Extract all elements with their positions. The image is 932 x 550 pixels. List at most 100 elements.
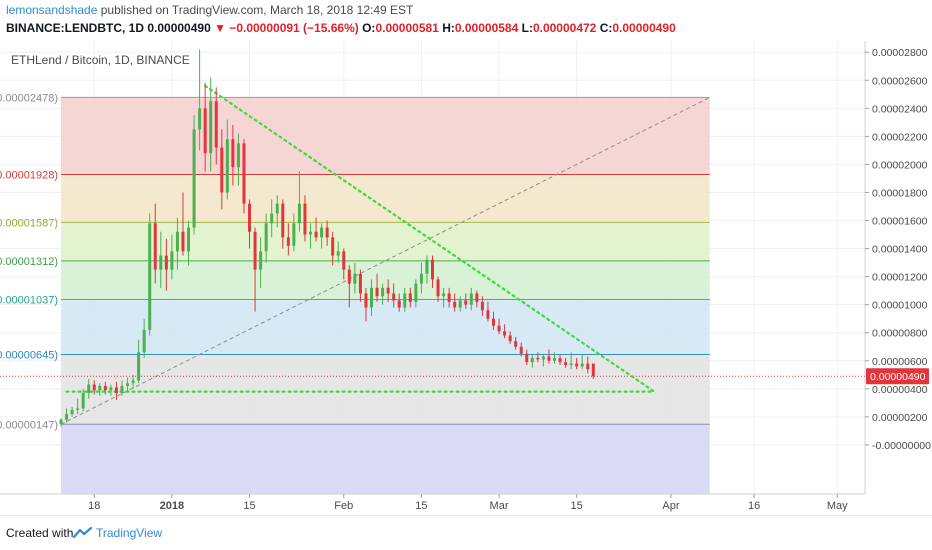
price-tick-label: 0.00001400 — [872, 244, 928, 256]
candle-body — [153, 223, 157, 270]
candle-body — [580, 363, 584, 367]
fib-level-label: 0.5(0.00001312) — [0, 256, 58, 268]
fib-level-label: 0.618(0.00001037) — [0, 294, 58, 306]
candle-body — [497, 325, 501, 332]
candle-body — [514, 341, 518, 347]
low-value: 0.00000472 — [532, 21, 597, 35]
high-value: 0.00000584 — [454, 21, 519, 35]
price-tick-label: 0.00002600 — [872, 75, 928, 87]
candle-body — [358, 273, 362, 294]
candle-body — [320, 227, 324, 238]
candle-body — [103, 386, 107, 391]
candle-body — [92, 384, 96, 391]
candle-body — [114, 387, 118, 394]
drawing-lines[interactable] — [0, 84, 865, 425]
candle-body — [353, 273, 357, 284]
fib-zone-0.236 — [60, 174, 710, 223]
candle-body — [259, 251, 263, 270]
candle-body — [159, 255, 163, 270]
low-label: L: — [521, 21, 533, 35]
time-tick-label: 16 — [748, 500, 760, 512]
candle-body — [519, 346, 523, 354]
candle-body — [164, 255, 168, 270]
candle-body — [109, 387, 113, 391]
candle-body — [131, 380, 135, 384]
tradingview-link[interactable]: TradingView — [96, 526, 163, 540]
candle-body — [336, 251, 340, 256]
triangle-pattern-line — [204, 84, 656, 393]
candle-body — [214, 101, 218, 148]
candle-body — [503, 331, 507, 336]
candle-body — [381, 287, 385, 297]
candle-body — [552, 357, 556, 361]
candle-body — [364, 293, 368, 308]
price-tick-label: 0.00002200 — [872, 131, 928, 143]
candle-body — [59, 419, 63, 424]
author-link[interactable]: lemonsandshade — [6, 3, 98, 17]
fib-zone-extension — [60, 424, 710, 494]
current-price-tag — [866, 368, 929, 385]
candle-body — [370, 287, 374, 308]
candle-body — [491, 318, 495, 326]
candle-body — [225, 139, 229, 193]
price-tick-label: 0.00000600 — [872, 356, 928, 368]
price-tick-label: 0.00000400 — [872, 384, 928, 396]
ohlc-legend: BINANCE:LENDBTC, 1D 0.00000490 ▼ −0.0000… — [6, 21, 676, 35]
candle-body — [486, 310, 490, 319]
created-with-text: Created with — [6, 526, 74, 540]
candle-body — [431, 259, 434, 280]
fib-level-label: 0.236(0.00001928) — [0, 170, 58, 182]
chart-area[interactable]: 0(0.00002478) 0.236(0.00001928) 0.382(0.00… — [0, 41, 932, 515]
candle-body — [309, 231, 313, 235]
candle-body — [203, 108, 207, 154]
price-tick-label: 0.00000800 — [872, 328, 928, 340]
fib-retracement[interactable]: 0(0.00002478) 0.236(0.00001928) 0.382(0.00… — [0, 92, 710, 494]
candle-body — [541, 356, 545, 360]
candle-body — [397, 300, 401, 308]
candle-body — [275, 203, 279, 214]
close-value: 0.00000490 — [612, 21, 676, 35]
candle-body — [231, 139, 235, 168]
candle-body — [403, 293, 407, 308]
candle-body — [303, 203, 307, 235]
candle-body — [209, 101, 213, 154]
candle-body — [314, 231, 318, 238]
candle-body — [325, 227, 329, 238]
candle-body — [253, 231, 257, 270]
price-tick-label: 0.00001200 — [872, 272, 928, 284]
price-chart[interactable]: 0(0.00002478) 0.236(0.00001928) 0.382(0.00… — [0, 41, 932, 515]
open-label: O: — [362, 21, 376, 35]
candle-body — [292, 223, 296, 246]
fib-level-label: 0.786(0.00000645) — [0, 349, 58, 361]
candle-body — [442, 293, 446, 297]
candle-body — [81, 393, 85, 409]
candle-body — [286, 237, 290, 246]
last-price: 0.00000490 — [147, 21, 211, 35]
candle-body — [192, 129, 196, 228]
close-label: C: — [599, 21, 613, 35]
candle-body — [65, 414, 69, 420]
fib-zone-0 — [60, 97, 710, 175]
chart-title: ETHLend / Bitcoin, 1D, BINANCE — [11, 53, 190, 67]
candle-body — [464, 300, 468, 305]
current-price-label: 0.00000490 — [870, 371, 926, 383]
publish-text: published on TradingView.com, March 18, … — [97, 3, 414, 17]
candle-body — [475, 293, 479, 302]
fib-zone-0.382 — [60, 222, 710, 261]
candle-body — [558, 357, 562, 363]
candle-body — [236, 143, 240, 168]
candle-body — [453, 301, 457, 308]
price-tick-label: 0.00002000 — [872, 159, 928, 171]
candle-body — [530, 357, 534, 363]
trend-line — [60, 96, 710, 425]
candle-body — [175, 231, 179, 252]
fib-level-label: 1(0.00000147) — [0, 419, 58, 431]
time-tick-label: 15 — [243, 500, 255, 512]
price-tick-label: 0.00001600 — [872, 216, 928, 228]
fib-level-label: 0.382(0.00001587) — [0, 217, 58, 229]
candle-body — [87, 384, 91, 394]
price-tick-label: 0.00002800 — [872, 47, 928, 59]
candle-body — [508, 335, 512, 342]
candle-body — [419, 273, 423, 284]
price-tick-label: 0.00001800 — [872, 187, 928, 199]
